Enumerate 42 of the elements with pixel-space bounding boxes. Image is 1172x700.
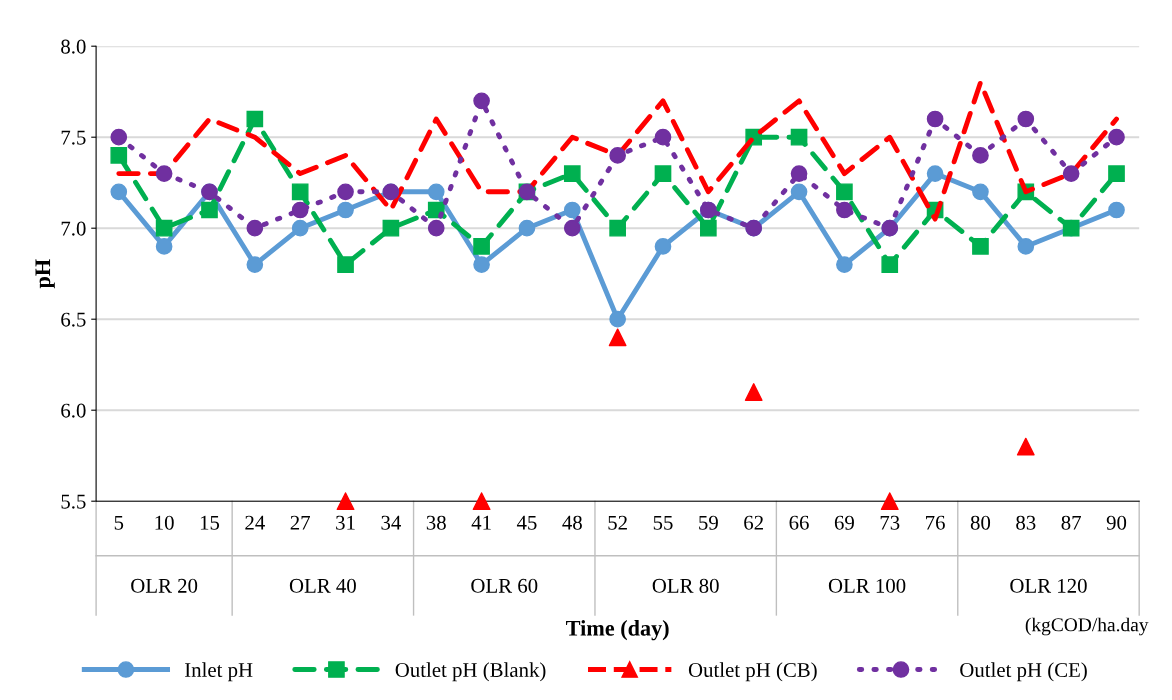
text: OLR 120 — [1010, 578, 1087, 593]
text: OLR 20 — [131, 578, 198, 593]
y-tick-label: 7.5 — [61, 130, 86, 145]
x-tick-label: 45 — [516, 515, 537, 530]
x-tick-label: 52 — [608, 515, 627, 530]
text: OLR 100 — [828, 578, 906, 593]
y-tick-label: 5.5 — [61, 494, 86, 509]
legend-label: Outlet pH (CE) — [960, 662, 1087, 682]
y-axis-title: pH — [35, 259, 55, 289]
x-axis-title: Time (day) — [566, 620, 669, 641]
x-tick-label: 5 — [114, 515, 124, 530]
y-tick-label: 6.0 — [61, 403, 86, 418]
x-tick-label: 31 — [336, 515, 355, 530]
x-tick-label: 10 — [155, 515, 174, 530]
x-tick-label: 66 — [789, 515, 809, 530]
x-tick-label: 15 — [200, 515, 220, 530]
x-tick-label: 27 — [290, 515, 310, 530]
x-tick-label: 55 — [653, 515, 673, 530]
x-tick-label: 90 — [1106, 515, 1127, 530]
x-tick-label: 48 — [562, 515, 582, 530]
text: OLR 80 — [652, 578, 719, 593]
x-tick-label: 41 — [471, 515, 491, 530]
x-tick-label: 69 — [834, 515, 854, 530]
x-tick-label: 76 — [926, 515, 945, 530]
legend-label: Outlet pH (CB) — [688, 662, 817, 682]
y-tick-label: 6.5 — [61, 312, 86, 327]
legend-label: Inlet pH — [185, 662, 253, 682]
x-tick-label: 38 — [426, 515, 446, 530]
x-tick-label: 24 — [245, 515, 265, 530]
text: OLR 60 — [471, 578, 538, 593]
x-tick-label: 80 — [970, 515, 991, 530]
legend-label: Outlet pH (Blank) — [395, 662, 546, 682]
x-tick-label: 83 — [1016, 515, 1036, 530]
x-tick-label: 87 — [1061, 515, 1081, 530]
x-tick-label: 73 — [880, 515, 900, 530]
text: (kgCOD/ha.day — [1025, 617, 1149, 636]
x-tick-label: 59 — [699, 515, 718, 530]
y-tick-label: 7.0 — [61, 221, 86, 236]
y-tick-label: 8.0 — [61, 39, 86, 54]
x-tick-label: 62 — [744, 515, 763, 530]
text: OLR 40 — [289, 578, 356, 593]
x-tick-label: 34 — [381, 515, 401, 530]
